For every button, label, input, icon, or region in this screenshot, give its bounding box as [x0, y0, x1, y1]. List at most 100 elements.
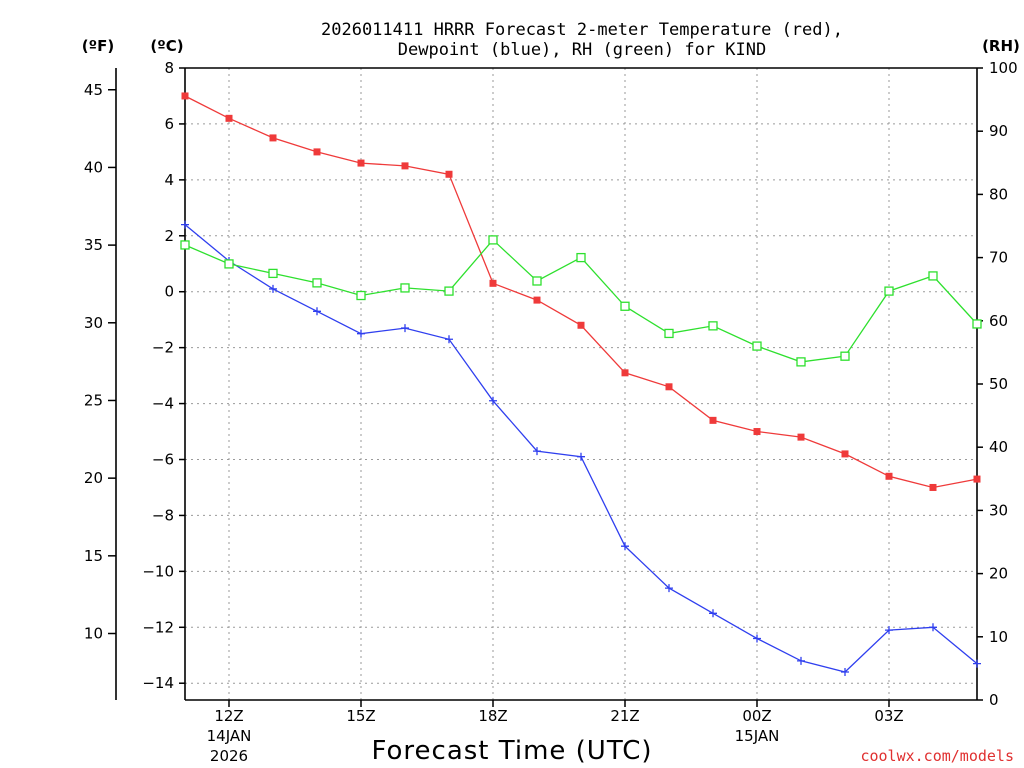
temperature-point	[885, 472, 893, 480]
dewpoint-point	[753, 634, 761, 643]
dewpoint-point	[401, 324, 409, 333]
dewpoint-point	[577, 452, 585, 461]
celsius-tick-label: −8	[152, 506, 174, 524]
axis-ticks: 86420−2−4−6−8−10−12−14454035302520151010…	[84, 59, 1018, 765]
fahrenheit-tick-label: 30	[84, 314, 103, 332]
dewpoint-point	[709, 609, 717, 618]
rh-point	[752, 341, 762, 351]
temperature-point	[313, 148, 321, 156]
rh-tick-label: 20	[989, 565, 1008, 583]
x-tick-label: 12Z	[214, 707, 243, 725]
rh-point	[576, 252, 586, 263]
dewpoint-point	[489, 396, 497, 405]
rh-series	[180, 235, 982, 367]
fahrenheit-tick-label: 20	[84, 469, 103, 487]
x-tick-label: 03Z	[874, 707, 903, 725]
gridlines	[185, 68, 977, 700]
dewpoint-point	[313, 307, 321, 316]
rh-point	[840, 351, 850, 361]
temperature-point	[621, 369, 629, 377]
dewpoint-point	[533, 447, 541, 456]
celsius-tick-label: −6	[152, 451, 174, 469]
rh-point	[180, 240, 190, 250]
rh-tick-label: 100	[989, 59, 1018, 77]
fahrenheit-tick-label: 35	[84, 236, 103, 254]
temperature-point	[401, 162, 409, 170]
fahrenheit-tick-label: 40	[84, 158, 103, 176]
dewpoint-point	[885, 626, 893, 635]
rh-point	[444, 286, 454, 296]
dewpoint-point	[621, 542, 629, 551]
dewpoint-point	[357, 329, 365, 338]
temperature-point	[357, 159, 365, 167]
x-tick-label: 15Z	[346, 707, 375, 725]
x-axis-title: Forecast Time (UTC)	[371, 736, 652, 766]
dewpoint-point	[973, 659, 981, 668]
x-tick-label: 18Z	[478, 707, 507, 725]
rh-point	[928, 271, 938, 281]
dewpoint-point	[445, 335, 453, 344]
celsius-tick-label: 4	[164, 171, 174, 189]
rh-point	[488, 235, 498, 245]
dewpoint-point	[841, 668, 849, 677]
temperature-point	[841, 450, 849, 458]
temperature-point	[577, 321, 585, 329]
credit-link[interactable]: coolwx.com/models	[860, 747, 1014, 765]
temperature-point	[709, 416, 717, 424]
rh-point	[356, 290, 366, 301]
x-tick-date-label: 15JAN	[735, 727, 780, 745]
dewpoint-point	[929, 623, 937, 632]
rh-tick-label: 30	[989, 501, 1008, 519]
temperature-point	[753, 428, 761, 436]
rh-tick-label: 80	[989, 185, 1008, 203]
temperature-point	[797, 433, 805, 441]
temperature-point	[445, 170, 453, 178]
rh-tick-label: 40	[989, 438, 1008, 456]
temperature-point	[929, 483, 937, 491]
temperature-point	[973, 475, 981, 483]
fahrenheit-tick-label: 10	[84, 625, 103, 643]
fahrenheit-tick-label: 25	[84, 391, 103, 409]
rh-point	[312, 278, 322, 288]
rh-point	[268, 268, 278, 279]
plot-area	[180, 92, 982, 677]
temperature-point	[181, 92, 189, 100]
celsius-tick-label: 2	[164, 227, 174, 245]
celsius-tick-label: 8	[164, 59, 174, 77]
rh-tick-label: 10	[989, 628, 1008, 646]
celsius-tick-label: −12	[142, 618, 174, 636]
temperature-point	[269, 134, 277, 142]
rh-unit-label: (RH)	[982, 37, 1020, 55]
rh-point	[400, 283, 410, 293]
chart-title-line2: Dewpoint (blue), RH (green) for KIND	[398, 40, 766, 60]
dewpoint-point	[797, 656, 805, 665]
x-tick-year-label: 2026	[210, 747, 248, 765]
celsius-tick-label: −14	[142, 674, 174, 692]
dewpoint-series	[181, 220, 981, 677]
temperature-point	[533, 296, 541, 304]
x-tick-label: 00Z	[742, 707, 771, 725]
fahrenheit-tick-label: 15	[84, 547, 103, 565]
chart-title-line1: 2026011411 HRRR Forecast 2-meter Tempera…	[321, 20, 843, 40]
fahrenheit-unit-label: (ºF)	[82, 37, 114, 55]
temperature-series	[181, 92, 981, 491]
rh-tick-label: 0	[989, 691, 999, 709]
temperature-point	[489, 279, 497, 287]
celsius-tick-label: 6	[164, 115, 174, 133]
fahrenheit-tick-label: 45	[84, 81, 103, 99]
rh-point	[972, 319, 982, 329]
rh-tick-label: 60	[989, 312, 1008, 330]
temperature-point	[665, 383, 673, 391]
rh-point	[620, 301, 630, 311]
x-tick-date-label: 14JAN	[207, 727, 252, 745]
dewpoint-point	[269, 284, 277, 293]
x-tick-label: 21Z	[610, 707, 639, 725]
celsius-tick-label: 0	[164, 283, 174, 301]
rh-point	[884, 286, 894, 296]
data-series	[180, 92, 982, 677]
celsius-tick-label: −10	[142, 562, 174, 580]
rh-point	[708, 321, 718, 331]
rh-point	[796, 357, 806, 367]
rh-point	[664, 328, 674, 339]
